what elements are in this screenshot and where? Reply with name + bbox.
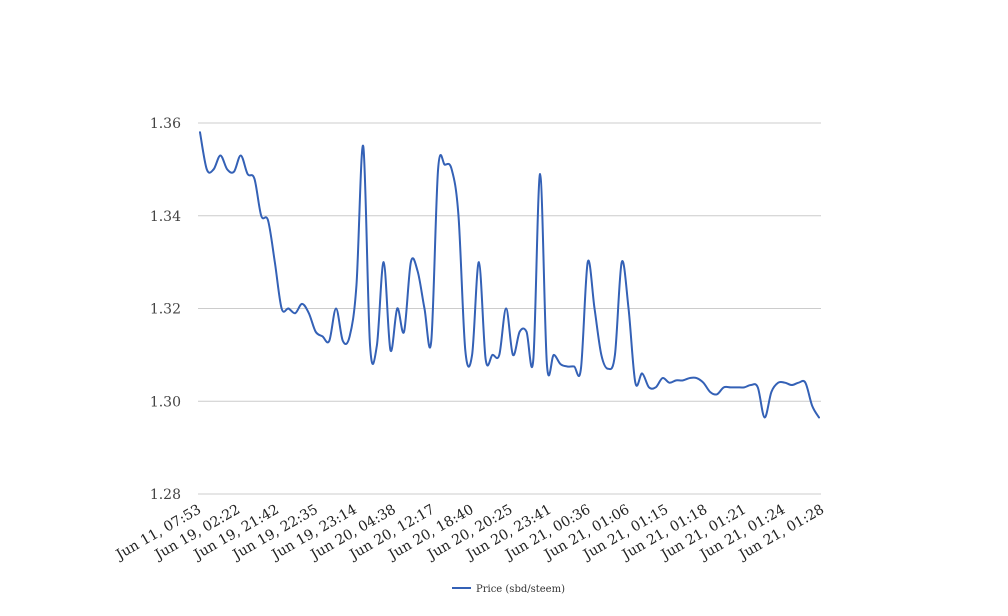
- y-tick-label: 1.36: [150, 116, 181, 132]
- legend-label-price: Price (sbd/steem): [476, 584, 565, 595]
- legend[interactable]: Price (sbd/steem): [452, 584, 565, 595]
- y-tick-label: 1.34: [150, 209, 181, 225]
- y-axis-tick-labels: 1.28 1.30 1.32 1.34 1.36: [150, 116, 181, 503]
- series-layer: [199, 131, 820, 419]
- series-line-price: [199, 131, 820, 419]
- y-gridlines: [198, 122, 821, 495]
- y-tick-label: 1.28: [150, 487, 181, 503]
- y-tick-label: 1.32: [150, 302, 181, 318]
- y-tick-label: 1.30: [150, 394, 181, 410]
